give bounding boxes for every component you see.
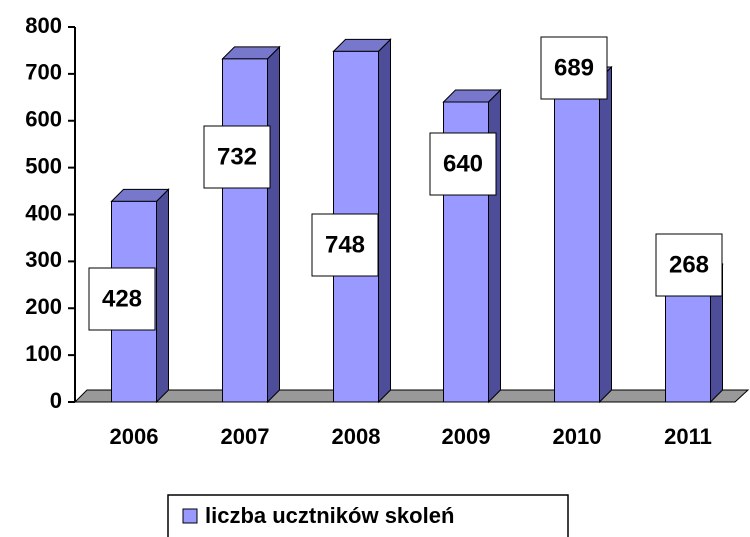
y-tick-label: 0 (50, 388, 62, 413)
x-tick-label: 2009 (442, 424, 491, 449)
bar (554, 78, 600, 403)
legend-box (167, 494, 569, 537)
x-tick-label: 2011 (664, 424, 712, 449)
legend-label: liczba ucztników skoleń (205, 503, 454, 528)
bar-side (267, 45, 280, 404)
bar-side (378, 38, 391, 404)
y-tick-label: 400 (25, 200, 62, 225)
bar (665, 275, 711, 403)
y-tick-label: 700 (25, 60, 62, 85)
data-label-box (311, 213, 379, 277)
y-tick-label: 200 (25, 294, 62, 319)
y-tick-label: 500 (25, 153, 62, 178)
x-tick-label: 2006 (110, 424, 159, 449)
y-tick-label: 600 (25, 107, 62, 132)
data-label-box (88, 267, 156, 331)
data-label-box (203, 125, 271, 189)
y-tick-label: 800 (25, 13, 62, 38)
bar (222, 58, 268, 403)
data-label: 268 (669, 251, 709, 278)
data-label-box (540, 36, 608, 100)
bar-side (156, 188, 169, 404)
legend-swatch (182, 508, 198, 524)
x-tick-label: 2008 (332, 424, 381, 449)
bar-side (599, 65, 612, 404)
data-label-box (429, 132, 497, 196)
x-tick-label: 2007 (221, 424, 270, 449)
data-label: 428 (102, 285, 142, 312)
y-tick-label: 300 (25, 247, 62, 272)
data-label: 640 (443, 150, 483, 177)
data-label: 689 (554, 54, 594, 81)
data-label: 732 (217, 143, 257, 170)
y-tick-label: 100 (25, 341, 62, 366)
data-label-box (655, 233, 723, 297)
floor (73, 389, 750, 403)
x-tick-label: 2010 (553, 424, 602, 449)
data-label: 748 (325, 231, 365, 258)
